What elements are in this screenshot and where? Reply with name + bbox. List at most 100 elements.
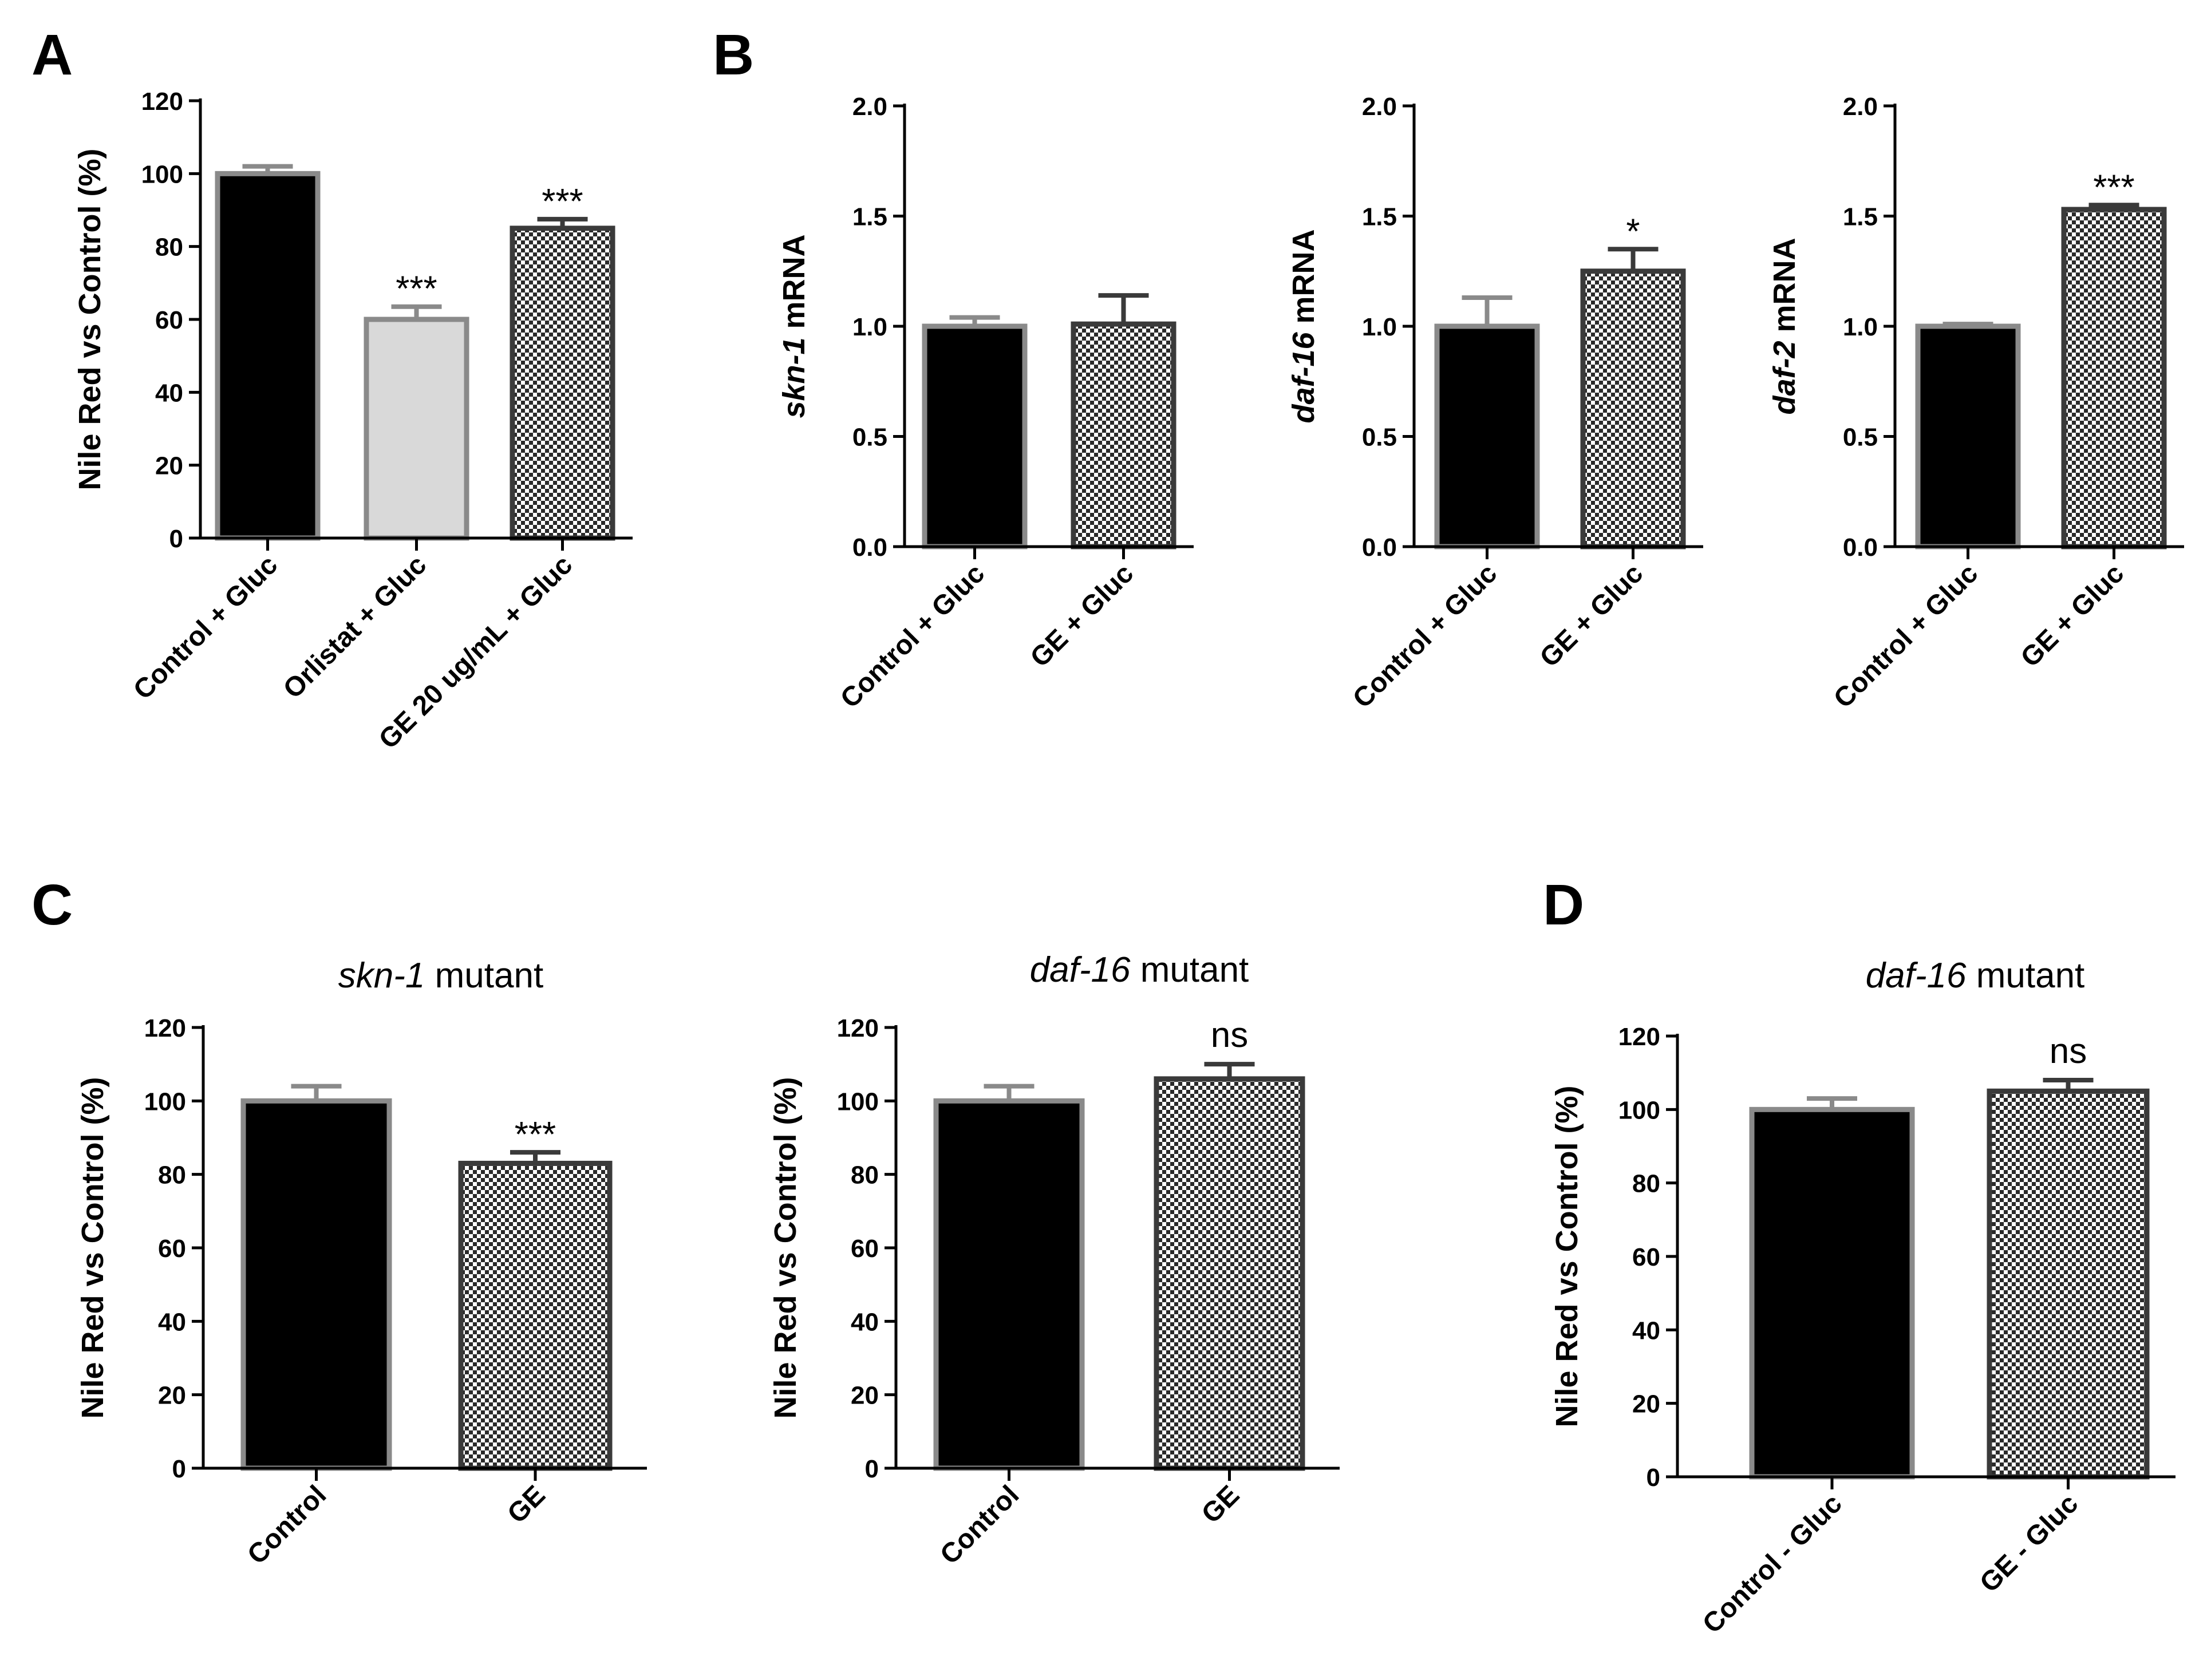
x-tick-label: GE + Gluc xyxy=(1534,558,1649,673)
y-tick-label: 60 xyxy=(158,1235,186,1263)
x-tick-label: GE xyxy=(502,1480,551,1529)
y-axis-label: Nile Red vs Control (%) xyxy=(768,1077,803,1418)
y-tick-label: 60 xyxy=(155,306,183,334)
x-tick-label: Control xyxy=(934,1480,1025,1570)
bar xyxy=(1987,1088,2150,1480)
chart-title: daf-16 mutant xyxy=(1866,956,2085,995)
y-tick-label: 40 xyxy=(1632,1317,1660,1345)
chart-b3: Control + Gluc *** GE + Gluc 0.0 0.5 1.0 1.5 2.… xyxy=(1767,93,2184,714)
y-tick-label: 0.5 xyxy=(1843,424,1878,452)
y-axis-label-italic: skn-1 xyxy=(777,337,811,418)
x-tick-label: GE xyxy=(1196,1480,1246,1529)
y-axis-label-rest: mRNA xyxy=(777,234,811,337)
x-tick-label: Control + Gluc xyxy=(1347,558,1503,714)
panel-letter: D xyxy=(1543,873,1584,937)
y-tick-label: 80 xyxy=(155,234,183,262)
significance-label: ns xyxy=(1211,1015,1248,1055)
significance-label: *** xyxy=(2093,168,2134,207)
y-tick-label: 40 xyxy=(158,1308,186,1336)
y-tick-label: 0.0 xyxy=(852,533,887,562)
chart-title-rest: mutant xyxy=(425,956,543,995)
y-tick-label: 120 xyxy=(144,1014,186,1042)
bar xyxy=(1154,1076,1305,1471)
y-tick-label: 100 xyxy=(1618,1096,1660,1124)
x-tick-label: Orlistat + Gluc xyxy=(278,550,432,704)
y-tick-label: 80 xyxy=(851,1161,879,1189)
bar xyxy=(364,317,469,541)
y-axis-label: Nile Red vs Control (%) xyxy=(1550,1085,1584,1427)
x-tick-label: GE - Gluc xyxy=(1974,1488,2084,1598)
significance-label: ns xyxy=(2050,1031,2087,1071)
y-tick-label: 120 xyxy=(1618,1023,1660,1051)
y-tick-label: 120 xyxy=(141,88,183,116)
chart-title: daf-16 mutant xyxy=(1030,950,1249,990)
y-tick-label: 40 xyxy=(851,1308,879,1336)
bar xyxy=(510,226,615,541)
y-tick-label: 1.0 xyxy=(852,313,887,341)
y-axis-label: daf-16 mRNA xyxy=(1286,229,1321,423)
y-tick-label: 60 xyxy=(851,1235,879,1263)
significance-label: * xyxy=(1626,212,1640,251)
panel-letter: C xyxy=(31,873,73,937)
y-tick-label: 1.0 xyxy=(1843,313,1878,341)
y-tick-label: 20 xyxy=(1632,1390,1660,1418)
bar xyxy=(1434,323,1540,550)
y-tick-label: 100 xyxy=(141,160,183,188)
y-tick-label: 2.0 xyxy=(1362,93,1397,121)
y-tick-label: 0 xyxy=(865,1455,879,1483)
y-tick-label: 100 xyxy=(144,1088,186,1116)
x-tick-label: Control + Gluc xyxy=(835,558,990,714)
y-tick-label: 1.0 xyxy=(1362,313,1397,341)
x-tick-label: Control + Gluc xyxy=(128,550,283,705)
y-tick-label: 0.5 xyxy=(1362,424,1397,452)
x-tick-label: Control + Gluc xyxy=(1828,558,1984,714)
y-tick-label: 20 xyxy=(851,1382,879,1410)
y-tick-label: 0 xyxy=(172,1455,186,1483)
bar xyxy=(2061,207,2167,550)
chart-title-italic: daf-16 xyxy=(1030,950,1131,990)
bar xyxy=(1915,323,2021,550)
chart-title-rest: mutant xyxy=(1131,950,1249,990)
bar xyxy=(215,171,321,541)
charts-layer: A Control + Gluc *** Orlistat + Gluc *** GE 2… xyxy=(31,23,2184,1639)
y-tick-label: 40 xyxy=(155,379,183,407)
y-tick-label: 20 xyxy=(158,1382,186,1410)
y-axis-label: Nile Red vs Control (%) xyxy=(73,148,107,490)
panel-letter: B xyxy=(713,23,754,87)
y-tick-label: 1.5 xyxy=(1843,203,1878,231)
y-tick-label: 80 xyxy=(158,1161,186,1189)
significance-label: *** xyxy=(542,182,583,222)
y-axis-label-rest: mRNA xyxy=(1767,238,1802,341)
y-tick-label: 2.0 xyxy=(852,93,887,121)
y-tick-label: 0.5 xyxy=(852,424,887,452)
chart-c2: daf-16 mutant Control ns GE 0 20 40 60 80 100 120 N… xyxy=(768,950,1340,1570)
y-tick-label: 1.5 xyxy=(1362,203,1397,231)
bar xyxy=(933,1098,1085,1471)
significance-label: *** xyxy=(396,270,437,309)
chart-b2: Control + Gluc * GE + Gluc 0.0 0.5 1.0 1.5 2.0 d… xyxy=(1286,93,1703,714)
y-axis-label: Nile Red vs Control (%) xyxy=(76,1077,110,1418)
bar xyxy=(1749,1106,1915,1480)
significance-label: *** xyxy=(515,1115,556,1155)
panel-letter: A xyxy=(31,23,73,87)
y-axis-label-rest: mRNA xyxy=(1286,229,1321,332)
y-axis-label-italic: daf-16 xyxy=(1286,332,1321,424)
y-axis-label-italic: daf-2 xyxy=(1767,341,1802,415)
chart-title-italic: daf-16 xyxy=(1866,956,1967,995)
y-tick-label: 0 xyxy=(1647,1464,1660,1492)
bar xyxy=(1580,268,1686,550)
chart-title: skn-1 mutant xyxy=(338,956,543,995)
bar xyxy=(1071,321,1176,550)
y-tick-label: 20 xyxy=(155,452,183,480)
y-tick-label: 80 xyxy=(1632,1170,1660,1198)
chart-b1: B Control + Gluc GE + Gluc 0.0 0.5 1.0 1.5 2.0 s… xyxy=(713,23,1194,714)
x-tick-label: GE + Gluc xyxy=(2015,558,2130,673)
y-tick-label: 0.0 xyxy=(1843,533,1878,562)
x-tick-label: GE + Gluc xyxy=(1025,558,1140,673)
y-axis-label: skn-1 mRNA xyxy=(777,234,811,418)
bar xyxy=(458,1160,613,1471)
bar xyxy=(240,1098,392,1471)
